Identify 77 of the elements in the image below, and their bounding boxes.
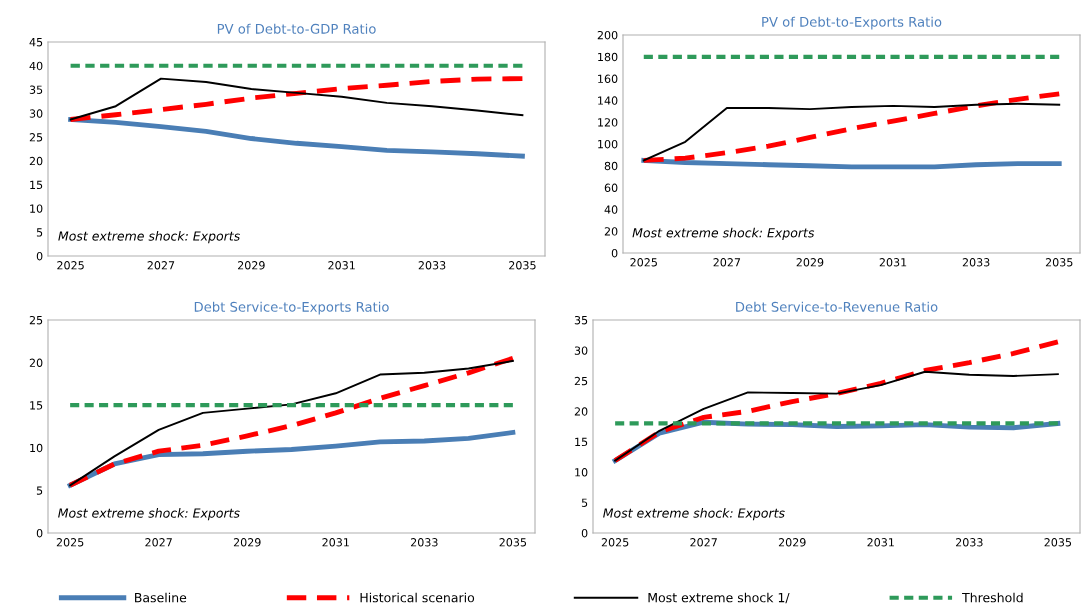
- x-tick-label: 2031: [879, 258, 907, 267]
- x-tick-label: 2033: [418, 261, 446, 270]
- chart-title: Debt Service-to-Exports Ratio: [194, 301, 389, 315]
- y-tick-label: 0: [581, 528, 588, 538]
- x-tick-label: 2031: [322, 538, 349, 547]
- y-tick-label: 100: [598, 139, 618, 149]
- y-tick-label: 5: [581, 498, 588, 507]
- y-tick-label: 25: [574, 376, 588, 386]
- y-tick-label: 15: [30, 180, 43, 190]
- annotation: Most extreme shock: Exports: [58, 231, 240, 244]
- y-tick-label: 40: [29, 61, 43, 71]
- y-tick-label: 30: [29, 109, 43, 118]
- x-tick-label: 2027: [145, 538, 172, 547]
- y-tick-label: 25: [29, 315, 43, 325]
- y-tick-label: 120: [598, 118, 618, 127]
- annotation: Most extreme shock: Exports: [603, 508, 785, 521]
- legend-label: Baseline: [135, 592, 187, 603]
- y-tick-label: 160: [598, 74, 618, 83]
- y-tick-label: 140: [598, 96, 618, 105]
- y-tick-label: 180: [598, 52, 618, 62]
- line-series: [641, 157, 1062, 170]
- line-series: [642, 102, 1061, 162]
- chart-title: PV of Debt-to-Exports Ratio: [762, 16, 942, 30]
- y-tick-label: 20: [29, 156, 43, 166]
- x-tick-label: 2035: [1045, 258, 1073, 267]
- y-tick-label: 5: [36, 486, 43, 495]
- y-tick-label: 30: [574, 346, 588, 355]
- y-tick-label: 15: [575, 437, 588, 447]
- x-tick-label: 2033: [955, 538, 983, 547]
- y-tick-label: 0: [36, 528, 43, 538]
- y-tick-label: 20: [604, 227, 618, 236]
- x-tick-label: 2029: [778, 538, 806, 547]
- line-series: [68, 117, 525, 159]
- chart-title: PV of Debt-to-GDP Ratio: [217, 23, 376, 34]
- y-tick-label: 20: [574, 407, 588, 416]
- line-series: [614, 370, 1059, 462]
- y-tick-label: 45: [29, 38, 43, 47]
- line-series: [612, 339, 1061, 464]
- x-tick-label: 2025: [57, 261, 84, 270]
- x-tick-label: 2033: [962, 258, 990, 267]
- x-tick-label: 2025: [56, 538, 84, 547]
- y-tick-label: 10: [575, 468, 588, 477]
- y-tick-label: 10: [30, 204, 43, 213]
- y-tick-label: 80: [604, 161, 618, 171]
- y-tick-label: 60: [604, 183, 618, 192]
- legend-label: Historical scenario: [360, 592, 475, 603]
- chart-title: Debt Service-to-Revenue Ratio: [736, 301, 938, 312]
- y-tick-label: 0: [611, 248, 618, 258]
- y-tick-label: 35: [574, 315, 588, 325]
- y-tick-label: 10: [30, 443, 43, 453]
- x-tick-label: 2031: [328, 261, 355, 270]
- annotation: Most extreme shock: Exports: [632, 227, 815, 240]
- legend-label: Threshold: [962, 592, 1023, 603]
- x-tick-label: 2029: [796, 258, 824, 267]
- annotation: Most extreme shock: Exports: [58, 508, 240, 521]
- x-tick-label: 2025: [601, 538, 629, 547]
- x-tick-label: 2035: [1044, 538, 1072, 547]
- y-tick-label: 5: [36, 228, 43, 237]
- y-tick-label: 40: [604, 205, 618, 214]
- y-tick-label: 15: [30, 401, 43, 410]
- x-tick-label: 2033: [410, 538, 438, 547]
- x-tick-label: 2025: [630, 258, 657, 267]
- y-tick-label: 20: [29, 358, 43, 367]
- line-series: [641, 91, 1062, 163]
- x-tick-label: 2031: [867, 538, 894, 547]
- x-tick-label: 2035: [499, 538, 527, 547]
- x-tick-label: 2027: [147, 261, 175, 270]
- y-tick-label: 35: [29, 85, 43, 94]
- y-tick-label: 200: [597, 30, 618, 40]
- x-tick-label: 2027: [713, 258, 741, 267]
- x-tick-label: 2029: [237, 261, 265, 270]
- x-tick-label: 2027: [690, 538, 717, 547]
- y-tick-label: 25: [29, 133, 43, 142]
- x-tick-label: 2035: [509, 261, 536, 270]
- y-tick-label: 0: [36, 251, 43, 261]
- x-tick-label: 2029: [233, 538, 261, 547]
- legend-label: Most extreme shock 1/: [648, 592, 790, 604]
